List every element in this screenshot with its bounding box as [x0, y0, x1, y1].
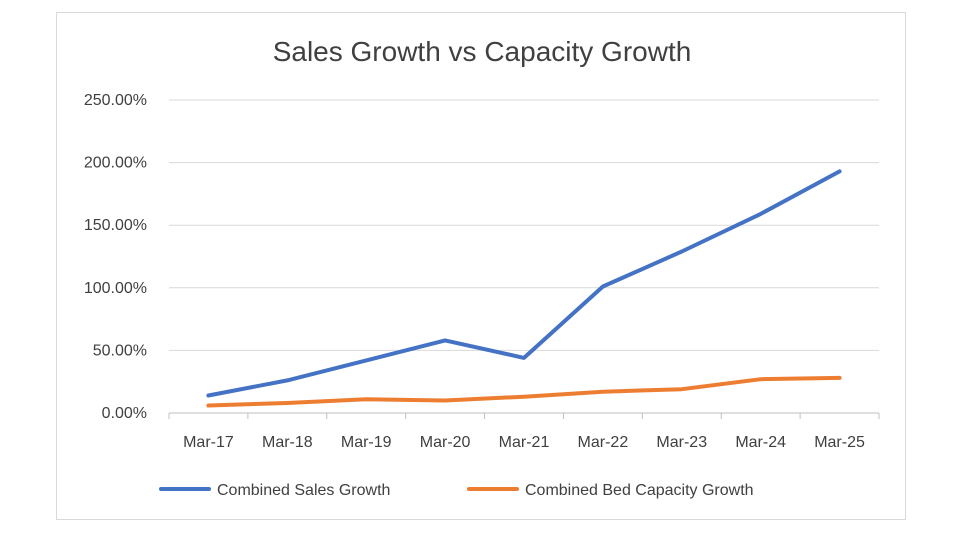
- series-line: [206, 169, 842, 398]
- legend: Combined Sales Growth Combined Bed Capaci…: [159, 482, 754, 499]
- x-tick-label: Mar-23: [656, 434, 707, 451]
- x-tick-label: Mar-18: [262, 434, 313, 451]
- chart-title: Sales Growth vs Capacity Growth: [273, 36, 692, 67]
- y-tick-label: 250.00%: [84, 92, 147, 109]
- x-tick-label: Mar-25: [814, 434, 865, 451]
- x-tick-label: Mar-20: [420, 434, 471, 451]
- y-tick-label: 150.00%: [84, 217, 147, 234]
- legend-label: Combined Sales Growth: [217, 482, 390, 499]
- x-axis: Mar-17 Mar-18 Mar-19 Mar-20 Mar-21 Mar-22 Mar-…: [168, 412, 880, 451]
- y-tick-label: 200.00%: [84, 155, 147, 172]
- series-line: [206, 375, 842, 408]
- x-tick-label: Mar-24: [735, 434, 786, 451]
- chart-frame: Sales Growth vs Capacity Growth 0.00% 50.…: [56, 12, 906, 520]
- x-tick-label: Mar-19: [341, 434, 392, 451]
- gridlines: [169, 99, 879, 351]
- x-tick-label: Mar-17: [183, 434, 234, 451]
- y-tick-label: 100.00%: [84, 280, 147, 297]
- legend-label: Combined Bed Capacity Growth: [525, 482, 754, 499]
- y-axis-ticks: 0.00% 50.00% 100.00% 150.00% 200.00% 250.00%: [84, 92, 147, 422]
- x-tick-label: Mar-22: [578, 434, 629, 451]
- y-tick-label: 50.00%: [93, 342, 147, 359]
- y-tick-label: 0.00%: [102, 405, 147, 422]
- series-lines: [206, 169, 842, 408]
- chart-svg: Sales Growth vs Capacity Growth 0.00% 50.…: [84, 36, 880, 499]
- x-tick-label: Mar-21: [499, 434, 550, 451]
